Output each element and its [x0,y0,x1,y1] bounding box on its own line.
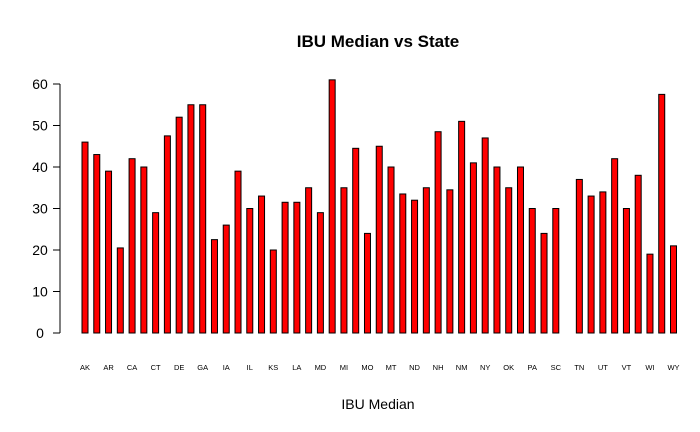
bar-va [611,158,619,334]
bar-or [516,166,524,334]
bar-ak [81,141,89,334]
bar-ga [199,104,207,334]
y-tick-label: 60 [32,76,48,92]
x-tick-label-nm: NM [456,363,468,372]
bar-nh [434,131,442,334]
bar-dc [163,135,171,334]
bar-nv [469,162,477,334]
y-tick-label: 10 [32,284,48,300]
bar-nj [446,189,454,334]
x-tick-label-ny: NY [480,363,490,372]
bar-wi [646,253,654,334]
x-tick-label-pa: PA [528,363,537,372]
bar-mo [363,232,371,334]
y-tick-label: 50 [32,118,48,134]
bars-group [81,79,677,334]
bar-ri [540,232,548,334]
y-tick-label: 40 [32,159,48,175]
bar-wy [670,245,677,334]
bar-id [234,170,242,334]
bar-ky [281,201,289,334]
x-tick-label-ga: GA [197,363,208,372]
bar-pa [528,208,536,334]
x-tick-label-ar: AR [103,363,114,372]
bar-ks [269,249,277,334]
x-tick-label-tn: TN [574,363,584,372]
bar-nc [399,193,407,334]
bar-ny [481,137,489,334]
y-tick-label: 0 [36,325,44,341]
bar-ca [128,158,136,334]
bar-co [140,166,148,334]
bar-ct [152,212,160,334]
x-tick-label-de: DE [174,363,184,372]
x-tick-label-nd: ND [409,363,420,372]
y-tick-label: 20 [32,242,48,258]
bar-sc [552,208,560,334]
bar-az [116,247,124,334]
bar-ms [375,145,383,334]
bar-ut [599,191,607,334]
bar-fl [187,104,195,334]
y-tick-label: 30 [32,201,48,217]
bar-ma [305,187,313,334]
bar-nd [411,199,419,334]
x-tick-label-md: MD [315,363,327,372]
bar-de [175,116,183,334]
x-tick-label-wi: WI [645,363,654,372]
x-tick-label-vt: VT [622,363,632,372]
x-tick-label-il: IL [247,363,253,372]
bar-in [258,195,266,334]
bar-ia [222,224,230,334]
bar-mt [387,166,395,334]
bar-il [246,208,254,334]
bar-hi [210,239,218,334]
x-tick-label-ks: KS [268,363,278,372]
bar-ar [105,170,113,334]
x-tick-label-ut: UT [598,363,608,372]
x-tick-label-la: LA [292,363,301,372]
x-tick-label-mt: MT [386,363,397,372]
x-tick-label-mi: MI [340,363,348,372]
bar-wv [658,93,666,334]
bar-mi [340,187,348,334]
x-tick-label-nh: NH [433,363,444,372]
bar-oh [493,166,501,334]
bar-md [316,212,324,334]
chart-title: IBU Median vs State [297,32,460,51]
bar-ne [422,187,430,334]
bar-wa [634,174,642,334]
x-tick-label-ia: IA [223,363,230,372]
x-tick-label-ct: CT [151,363,161,372]
x-tick-label-sc: SC [551,363,562,372]
bar-vt [622,208,630,334]
bar-al [93,154,101,334]
bar-la [293,201,301,334]
x-tick-label-ca: CA [127,363,137,372]
x-tick-labels: AK AR CA CT DE GA IA IL KS LA MD MI MO MT ND NH NM NY OK PA… [80,363,680,372]
x-tick-label-ok: OK [503,363,514,372]
bar-mn [352,147,360,334]
bar-tx [587,195,595,334]
bar-me [328,79,336,334]
bar-nm [458,120,466,334]
x-tick-label-ak: AK [80,363,90,372]
bar-tn [575,178,583,334]
x-tick-label-wy: WY [667,363,679,372]
bar-ok [505,187,513,334]
x-axis-label: IBU Median [341,396,414,412]
y-axis: 0 10 20 30 40 50 60 [32,76,61,341]
x-tick-label-mo: MO [361,363,373,372]
